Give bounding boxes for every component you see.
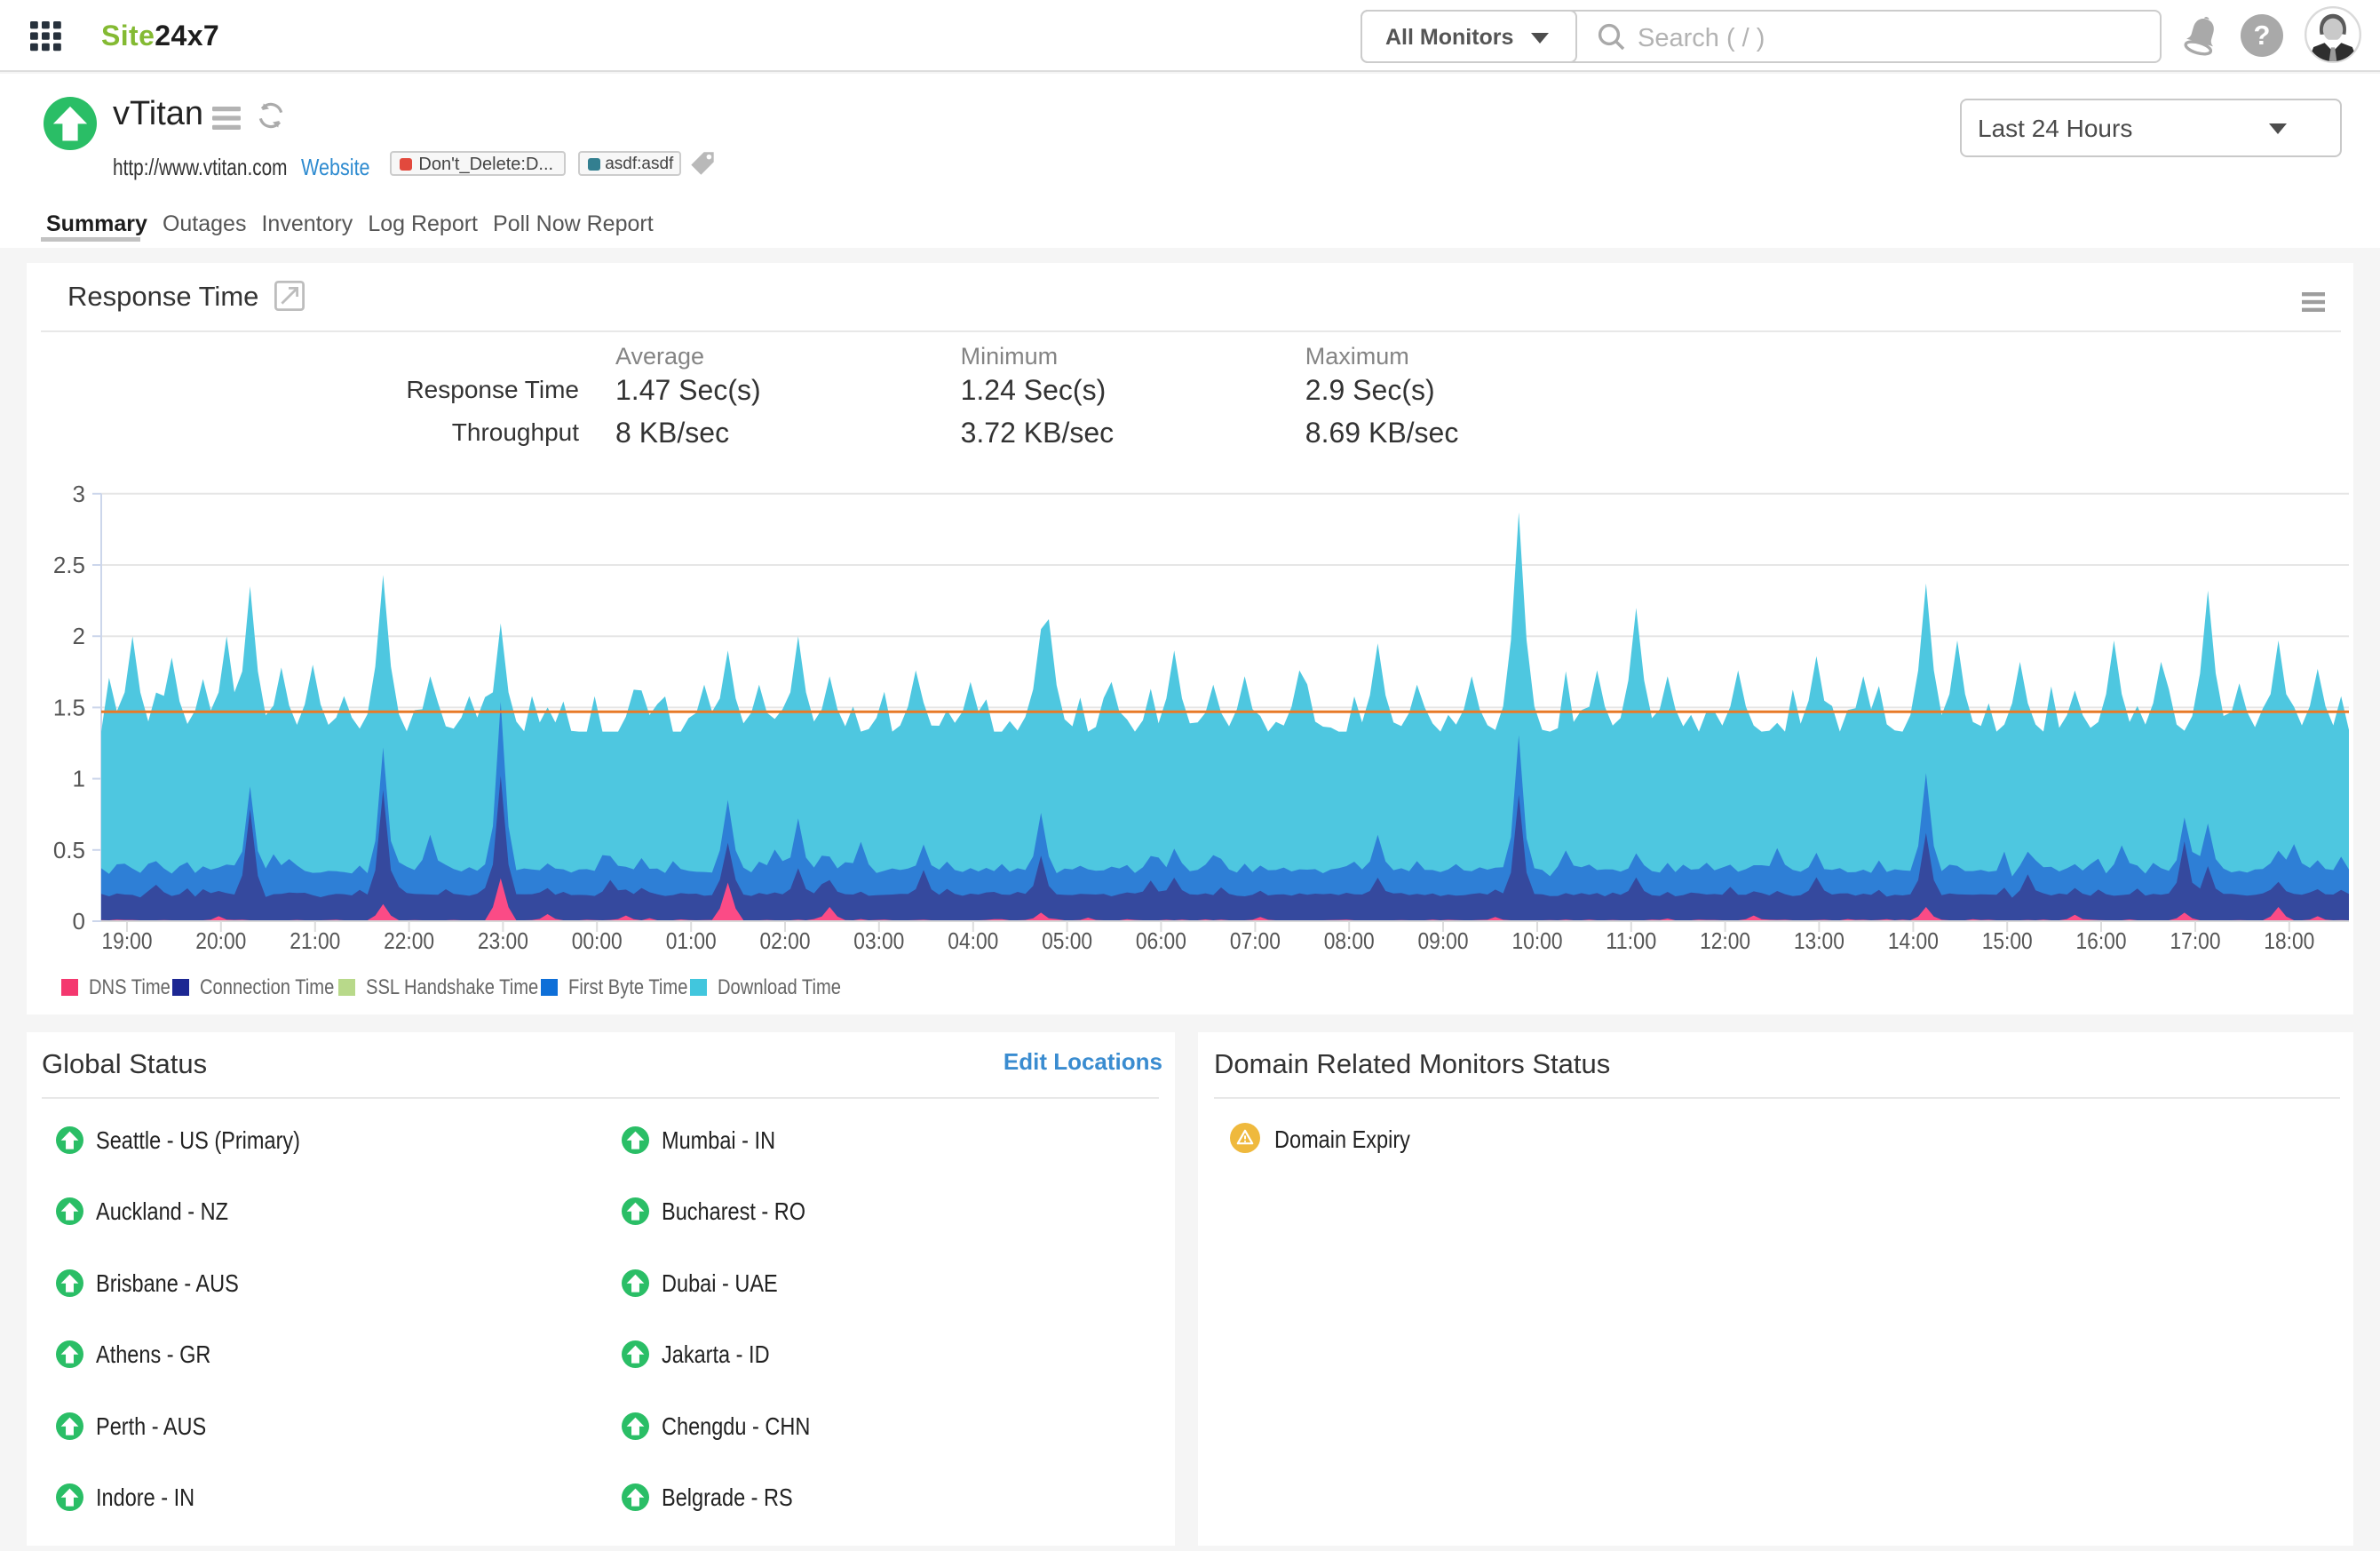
svg-text:07:00: 07:00	[1230, 927, 1281, 954]
svg-text:2.5: 2.5	[53, 552, 85, 578]
svg-text:1: 1	[73, 766, 85, 792]
svg-text:12:00: 12:00	[1700, 927, 1750, 954]
svg-text:21:00: 21:00	[290, 927, 340, 954]
svg-text:00:00: 00:00	[572, 927, 623, 954]
svg-text:10:00: 10:00	[1512, 927, 1563, 954]
svg-text:1.5: 1.5	[53, 694, 85, 720]
svg-text:2: 2	[73, 623, 85, 649]
svg-text:0: 0	[73, 908, 85, 935]
svg-text:01:00: 01:00	[666, 927, 717, 954]
svg-text:13:00: 13:00	[1794, 927, 1844, 954]
svg-text:16:00: 16:00	[2076, 927, 2127, 954]
svg-text:14:00: 14:00	[1888, 927, 1939, 954]
svg-text:?: ?	[2254, 20, 2271, 51]
svg-text:03:00: 03:00	[853, 927, 904, 954]
svg-text:22:00: 22:00	[384, 927, 434, 954]
svg-text:15:00: 15:00	[1982, 927, 2033, 954]
svg-text:18:00: 18:00	[2264, 927, 2314, 954]
svg-text:09:00: 09:00	[1418, 927, 1469, 954]
svg-text:04:00: 04:00	[948, 927, 998, 954]
svg-text:3: 3	[73, 481, 85, 507]
svg-text:20:00: 20:00	[195, 927, 246, 954]
svg-text:08:00: 08:00	[1324, 927, 1375, 954]
svg-text:17:00: 17:00	[2170, 927, 2221, 954]
svg-text:11:00: 11:00	[1606, 927, 1656, 954]
svg-text:05:00: 05:00	[1042, 927, 1092, 954]
svg-text:23:00: 23:00	[478, 927, 528, 954]
svg-text:02:00: 02:00	[760, 927, 811, 954]
svg-text:06:00: 06:00	[1136, 927, 1186, 954]
svg-text:19:00: 19:00	[102, 927, 153, 954]
svg-text:0.5: 0.5	[53, 837, 85, 863]
